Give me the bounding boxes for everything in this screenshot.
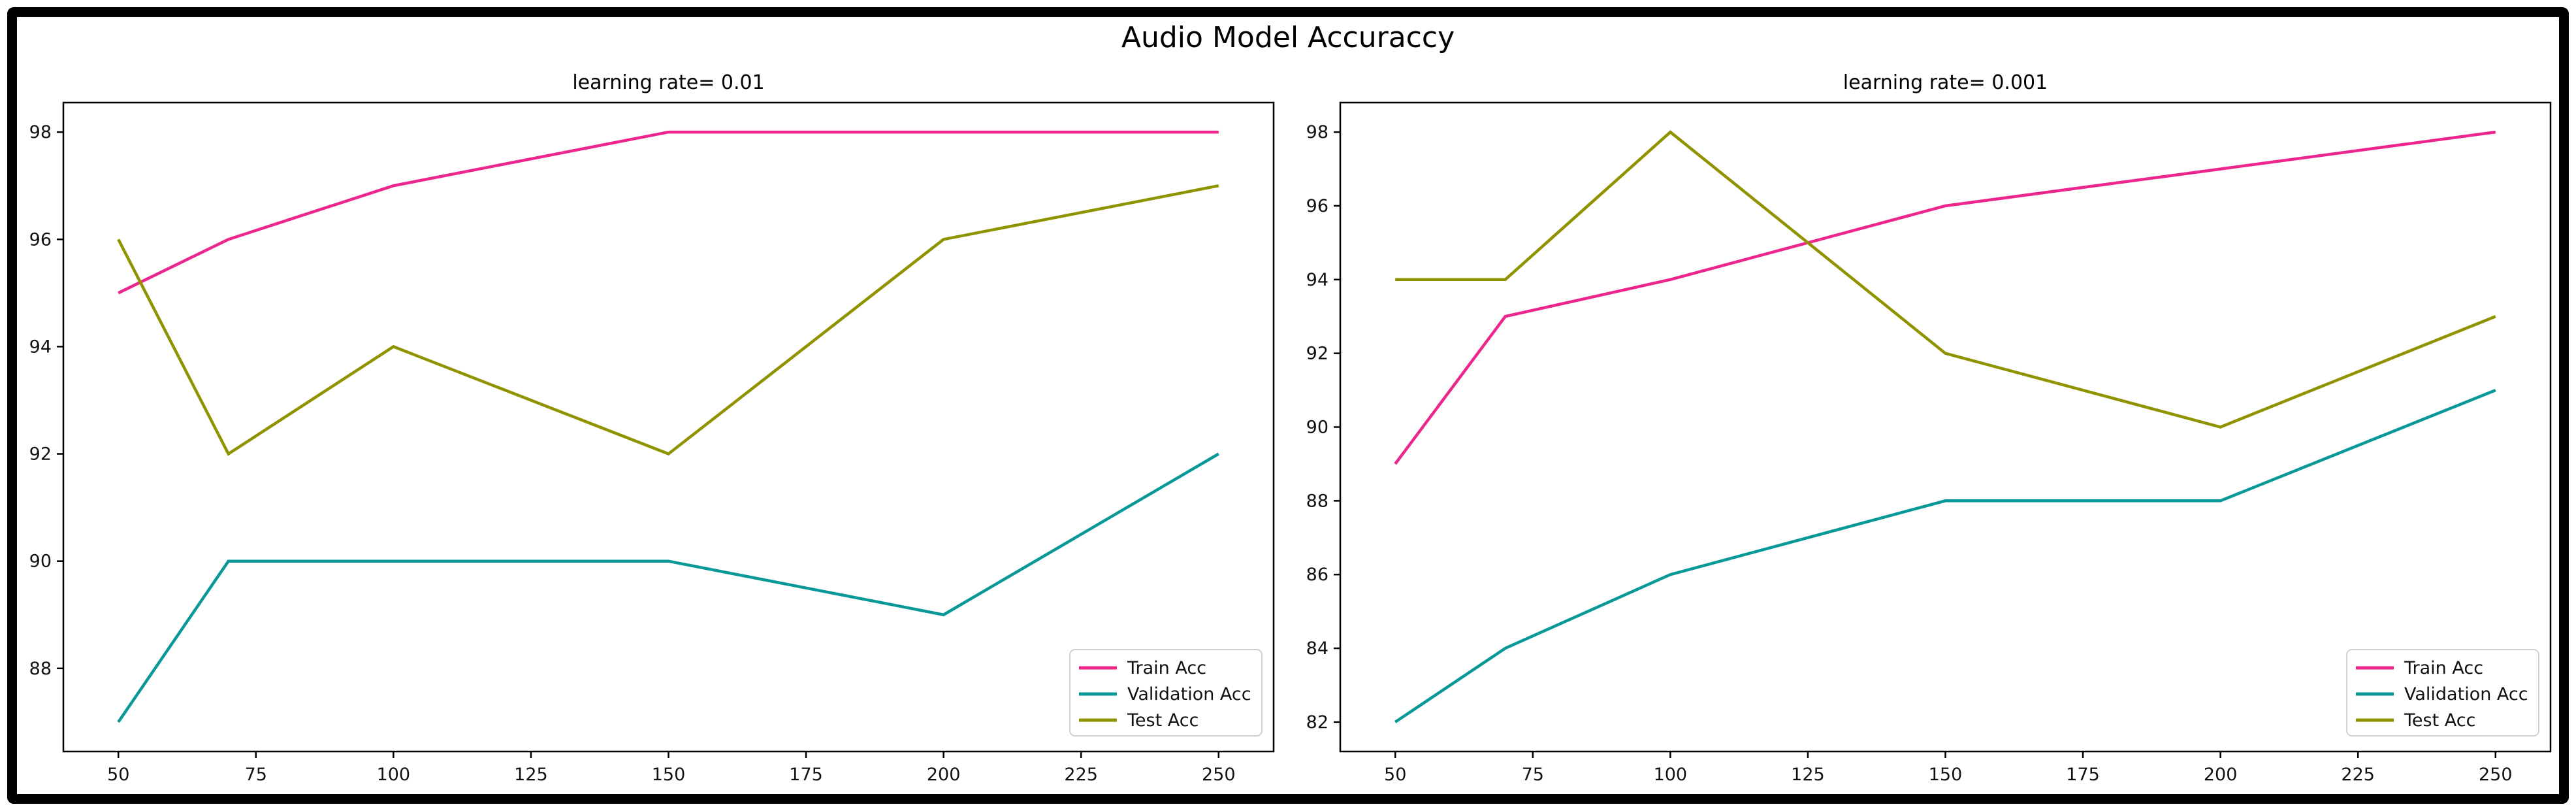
x-tick-label: 200: [2204, 765, 2238, 785]
figure-title: Audio Model Accuraccy: [1121, 21, 1455, 54]
x-tick-label: 250: [2479, 765, 2513, 785]
legend-box: [2346, 649, 2539, 737]
legend-label: Test Acc: [1127, 710, 1199, 731]
y-tick-label: 98: [29, 122, 52, 142]
x-tick-label: 225: [2341, 765, 2375, 785]
x-tick-label: 100: [377, 765, 411, 785]
x-tick-label: 225: [1064, 765, 1098, 785]
subplot-title-left: learning rate= 0.01: [572, 71, 765, 94]
y-tick-label: 88: [29, 659, 52, 679]
y-tick-label: 90: [1306, 418, 1328, 438]
x-tick-label: 175: [2066, 765, 2100, 785]
x-tick-label: 200: [927, 765, 961, 785]
train-acc-line: [118, 130, 1219, 295]
x-tick-label: 150: [1929, 765, 1963, 785]
y-tick-label: 82: [1306, 712, 1328, 733]
y-tick-label: 94: [1306, 270, 1328, 290]
legend-box: [1069, 649, 1263, 737]
x-tick-label: 50: [1384, 765, 1406, 785]
x-tick-label: 125: [1791, 765, 1825, 785]
legend-label: Validation Acc: [1127, 684, 1251, 704]
y-tick-label: 90: [29, 552, 52, 572]
legend: Train Acc Validation Acc Test Acc: [1069, 649, 1263, 737]
legend-label: Test Acc: [2404, 710, 2475, 731]
y-tick-label: 92: [29, 444, 52, 465]
validation-acc-line: [1394, 389, 2496, 723]
test-acc-line: [117, 184, 1219, 456]
y-tick-label: 96: [29, 229, 52, 250]
x-tick-label: 250: [1202, 765, 1236, 785]
x-tick-label: 150: [652, 765, 686, 785]
validation-acc-line: [117, 452, 1219, 723]
legend-label: Train Acc: [2404, 658, 2483, 678]
x-tick-label: 175: [789, 765, 823, 785]
train-acc-line: [1394, 130, 2496, 465]
x-tick-label: 75: [245, 765, 267, 785]
y-tick-label: 94: [29, 337, 52, 357]
test-acc-line: [1395, 130, 2496, 429]
legend-label: Train Acc: [1127, 658, 1206, 678]
legend-label: Validation Acc: [2404, 684, 2528, 704]
x-tick-label: 125: [514, 765, 548, 785]
x-tick-label: 75: [1522, 765, 1544, 785]
subplot-0: 50 75 100 125 150 175 200 225 250 88 90 92 94 96 98 Tra…: [29, 101, 1275, 785]
y-tick-label: 96: [1306, 196, 1328, 216]
y-tick-label: 92: [1306, 344, 1328, 364]
subplot-title-right: learning rate= 0.001: [1843, 71, 2048, 94]
y-tick-label: 98: [1306, 122, 1328, 142]
y-tick-label: 86: [1306, 565, 1328, 585]
y-tick-label: 88: [1306, 491, 1328, 511]
subplot-1: 50 75 100 125 150 175 200 225 250 82 84 86 88 90 92 94 9…: [1306, 101, 2552, 785]
y-tick-label: 84: [1306, 638, 1328, 659]
legend: Train Acc Validation Acc Test Acc: [2346, 649, 2539, 737]
x-tick-label: 100: [1654, 765, 1688, 785]
x-tick-label: 50: [107, 765, 129, 785]
